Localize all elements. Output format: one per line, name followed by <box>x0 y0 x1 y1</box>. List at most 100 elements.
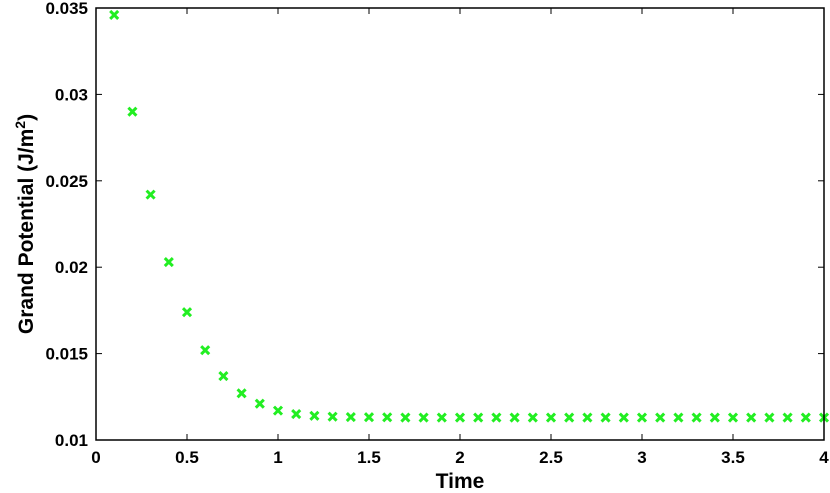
data-point <box>163 256 174 268</box>
data-point-stroke <box>254 398 265 409</box>
data-point-stroke <box>291 409 302 420</box>
data-point <box>636 412 648 423</box>
data-point-stroke <box>509 412 520 423</box>
data-point <box>582 412 593 423</box>
data-point <box>782 412 793 423</box>
data-point-stroke <box>600 412 611 423</box>
y-tick-label: 0.02 <box>55 258 88 277</box>
y-tick-label: 0.015 <box>45 345 88 364</box>
data-point <box>473 412 484 423</box>
data-points <box>109 9 830 423</box>
data-point-stroke <box>454 412 466 423</box>
data-point <box>382 412 393 423</box>
data-point <box>746 412 757 423</box>
data-point-stroke <box>655 412 666 423</box>
data-point <box>764 412 775 423</box>
data-point-stroke <box>309 410 320 421</box>
data-point-stroke <box>800 412 811 423</box>
x-tick-label: 2 <box>455 448 464 467</box>
data-point <box>491 412 502 423</box>
x-axis-title: Time <box>436 470 485 493</box>
data-point-stroke <box>673 412 684 423</box>
data-point <box>145 189 156 200</box>
x-tick-label: 3 <box>637 448 646 467</box>
data-point-stroke <box>327 411 338 422</box>
data-point <box>254 398 265 409</box>
data-point-stroke <box>145 189 156 200</box>
data-point <box>363 412 375 423</box>
y-axis-title: Grand Potential (J/m2) <box>12 114 38 334</box>
data-point <box>800 412 811 423</box>
y-axis-title-main: Grand Potential (J/m <box>15 129 38 334</box>
data-point-stroke <box>764 412 775 423</box>
data-point <box>454 412 466 423</box>
data-point <box>709 412 720 423</box>
data-point-stroke <box>127 106 138 117</box>
data-point <box>200 345 211 356</box>
data-point-stroke <box>545 412 557 423</box>
data-point <box>527 412 538 423</box>
data-point-stroke <box>473 412 484 423</box>
y-axis-title-close: ) <box>15 114 38 121</box>
y-tick-label: 0.01 <box>55 431 88 450</box>
data-point <box>236 388 247 399</box>
data-point-stroke <box>436 412 447 423</box>
data-point <box>345 411 356 423</box>
x-tick-label: 0 <box>91 448 100 467</box>
data-point-stroke <box>272 405 284 416</box>
data-point-stroke <box>582 412 593 423</box>
data-point-stroke <box>218 371 229 382</box>
x-tick-label: 4 <box>819 448 829 467</box>
data-point-stroke <box>181 307 193 318</box>
data-point <box>109 9 120 20</box>
plot-area-frame <box>95 7 825 441</box>
data-point <box>727 412 739 423</box>
x-tick-label: 1.5 <box>357 448 381 467</box>
data-point <box>309 410 320 421</box>
data-point-stroke <box>418 412 429 423</box>
data-point <box>181 307 193 318</box>
data-point <box>600 412 611 423</box>
data-point <box>564 412 575 423</box>
data-point-stroke <box>782 412 793 423</box>
data-point <box>673 412 684 423</box>
data-point <box>436 412 447 423</box>
y-axis-title-superscript: 2 <box>12 121 28 129</box>
data-point <box>618 412 629 423</box>
data-point-stroke <box>527 412 538 423</box>
data-point-stroke <box>491 412 502 423</box>
data-point <box>327 411 338 422</box>
data-point-stroke <box>363 412 375 423</box>
data-point-stroke <box>746 412 757 423</box>
x-tick-label: 2.5 <box>539 448 563 467</box>
data-point <box>545 412 557 423</box>
data-point <box>400 412 411 423</box>
data-point-stroke <box>236 388 247 399</box>
y-axis-ticks: 0.01 0.015 0.02 0.025 0.03 0.035 <box>45 0 824 450</box>
data-point <box>127 106 138 117</box>
data-point-stroke <box>709 412 720 423</box>
x-tick-label: 0.5 <box>175 448 199 467</box>
data-point-stroke <box>727 412 739 423</box>
x-tick-label: 3.5 <box>721 448 745 467</box>
data-point-stroke <box>200 345 211 356</box>
x-axis-ticks: 0 0.5 1 1.5 2 2.5 3 3.5 4 <box>91 8 829 467</box>
data-point-stroke <box>400 412 411 423</box>
x-tick-label: 1 <box>273 448 282 467</box>
data-point-stroke <box>618 412 629 423</box>
data-point-stroke <box>163 256 174 268</box>
data-point <box>691 412 702 423</box>
data-point <box>272 405 284 416</box>
y-tick-label: 0.03 <box>55 85 88 104</box>
y-tick-label: 0.025 <box>45 172 88 191</box>
data-point <box>655 412 666 423</box>
data-point-stroke <box>564 412 575 423</box>
data-point <box>218 371 229 382</box>
y-tick-label: 0.035 <box>45 0 88 18</box>
data-point-stroke <box>691 412 702 423</box>
data-point-stroke <box>345 411 356 423</box>
data-point-stroke <box>382 412 393 423</box>
data-point-stroke <box>636 412 648 423</box>
data-point <box>418 412 429 423</box>
